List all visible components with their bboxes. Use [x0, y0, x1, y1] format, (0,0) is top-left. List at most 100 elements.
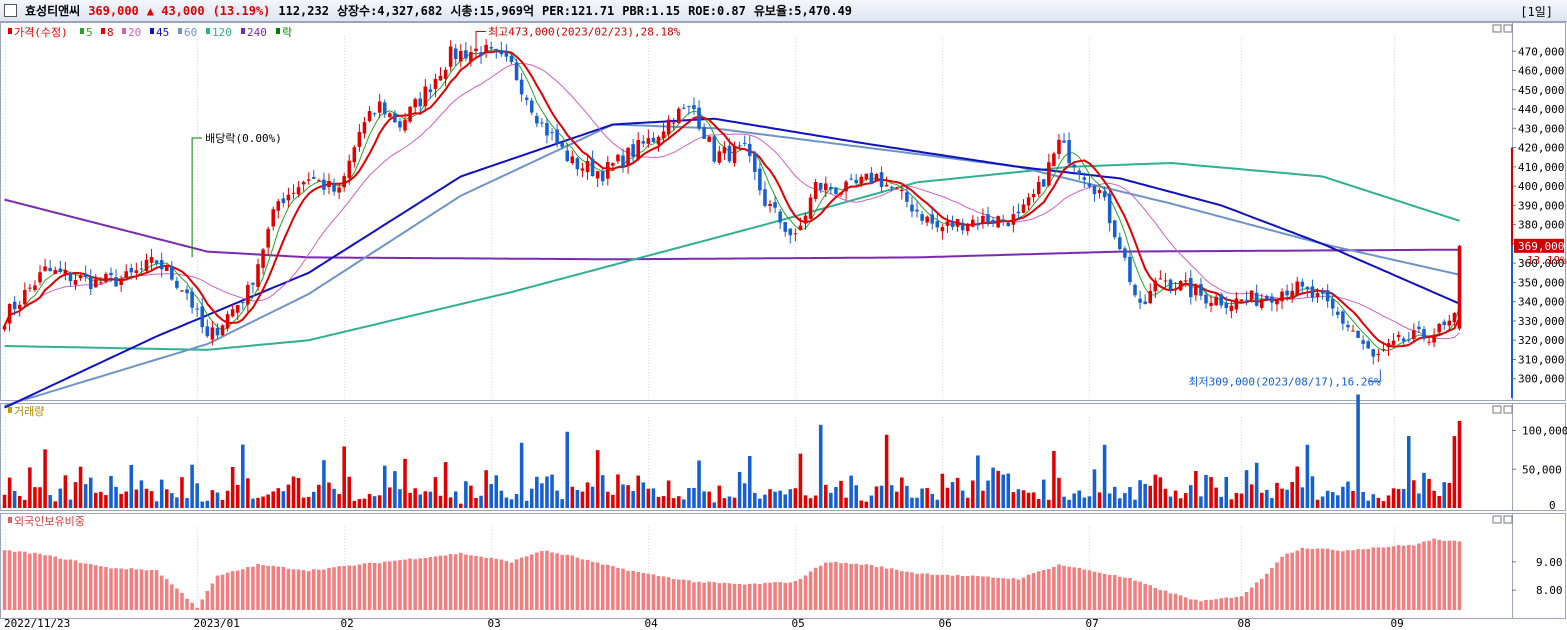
candle-body [712, 136, 717, 162]
candle-body [241, 302, 245, 304]
panel-restore-icon [1492, 24, 1502, 33]
select-checkbox[interactable] [4, 4, 17, 17]
candle-body [986, 214, 990, 224]
candle-body [1011, 214, 1016, 225]
foreign-ratio-bar [1016, 579, 1021, 610]
candle-body [215, 327, 220, 336]
candle-body [702, 127, 706, 139]
candle-body [235, 304, 240, 313]
candle-body [119, 278, 123, 285]
volume-bar [225, 490, 230, 508]
foreign-ratio-bar [509, 562, 514, 610]
foreign-ratio-bar [311, 569, 316, 610]
candle-body [1300, 281, 1305, 287]
volume-bar [372, 496, 377, 508]
foreign-ratio-bar [7, 550, 12, 610]
volume-bar [306, 496, 311, 508]
foreign-ratio-bar [519, 557, 524, 610]
foreign-ratio-bar [839, 563, 843, 610]
candle-body [88, 275, 93, 289]
foreign-ratio-bar [910, 572, 914, 610]
foreign-ratio-bar [266, 566, 270, 610]
volume-bar [246, 478, 250, 508]
candle-body [950, 222, 955, 228]
candle-body [342, 176, 346, 188]
foreign-ratio-bar [935, 574, 940, 610]
candle-body [1031, 194, 1036, 198]
volume-bar [109, 475, 113, 508]
foreign-ratio-bar [1001, 578, 1005, 610]
volume-bar [261, 496, 265, 508]
candle-body [646, 138, 651, 144]
stock-chart: 300,000 310,000 320,000 330,000 340,000 350,0… [0, 22, 1567, 630]
volume-bar [631, 491, 635, 508]
volume-bar [1052, 450, 1056, 508]
foreign-ratio-bar [124, 569, 128, 610]
candle-body [53, 269, 58, 275]
foreign-ratio-bar [1366, 548, 1370, 610]
legend-swatch [101, 28, 105, 34]
volume-bar [1204, 474, 1208, 508]
candle-body [874, 173, 879, 181]
volume-bar [423, 491, 428, 508]
candle-body [687, 105, 691, 107]
volume-bar [88, 477, 93, 508]
volume-bar [68, 499, 73, 508]
candle-body [540, 122, 544, 124]
candle-body [266, 228, 270, 248]
volume-bar [818, 424, 823, 508]
foreign-ratio-bar [1214, 599, 1218, 610]
volume-bar [616, 474, 620, 508]
foreign-ratio-bar [1087, 570, 1092, 610]
candle-body [945, 221, 950, 226]
candle-body [144, 259, 149, 271]
legend-ma-label: 120 [212, 26, 232, 39]
candle-body [58, 268, 63, 272]
volume-bar [2, 494, 7, 508]
candle-body [438, 75, 443, 81]
foreign-ratio-bar [195, 607, 199, 610]
legend-volume-label: 거래량 [14, 405, 44, 418]
candle-body [494, 48, 499, 52]
roe-value: ROE:0.87 [688, 3, 746, 18]
candle-body [180, 290, 184, 292]
volume-bar [1442, 482, 1447, 508]
foreign-ratio-bar [1336, 550, 1340, 610]
foreign-ratio-bar [1158, 590, 1163, 610]
period-selector[interactable]: [1일] [1520, 5, 1553, 19]
candle-body [28, 287, 32, 289]
foreign-ratio-bar [682, 579, 686, 610]
legend-ma-label: 5 [86, 26, 93, 39]
foreign-ratio-bar [1457, 541, 1462, 610]
candle-body [1173, 288, 1178, 290]
volume-bar [1234, 492, 1239, 508]
foreign-ratio-bar [1310, 548, 1315, 610]
candle-body [464, 50, 468, 59]
pbr-value: PBR:1.15 [622, 3, 681, 18]
foreign-ratio-bar [129, 568, 134, 610]
foreign-ratio-bar [1280, 556, 1284, 610]
candle-body [195, 308, 199, 310]
candle-body [170, 265, 174, 280]
candle-body [529, 100, 534, 113]
foreign-ratio-bar [1275, 562, 1279, 610]
foreign-ratio-bar [1325, 548, 1330, 610]
candle-body [33, 285, 37, 291]
foreign-ratio-bar [388, 561, 392, 610]
foreign-ratio-bar [1447, 540, 1452, 610]
volume-bar [697, 460, 701, 508]
volume-bar [53, 501, 58, 508]
candle-body [1351, 330, 1355, 332]
foreign-ratio-bar [276, 566, 281, 610]
foreign-ratio-bar [1239, 596, 1244, 610]
candle-body [393, 113, 397, 123]
candle-body [327, 180, 331, 188]
foreign-ratio-bar [448, 554, 453, 610]
volume-bar [403, 458, 407, 508]
volume-bar [920, 488, 924, 508]
candle-body [910, 204, 914, 212]
volume-bar [1427, 478, 1431, 508]
volume-bar [666, 480, 671, 508]
legend-swatch [8, 407, 12, 413]
candle-body [17, 304, 22, 309]
